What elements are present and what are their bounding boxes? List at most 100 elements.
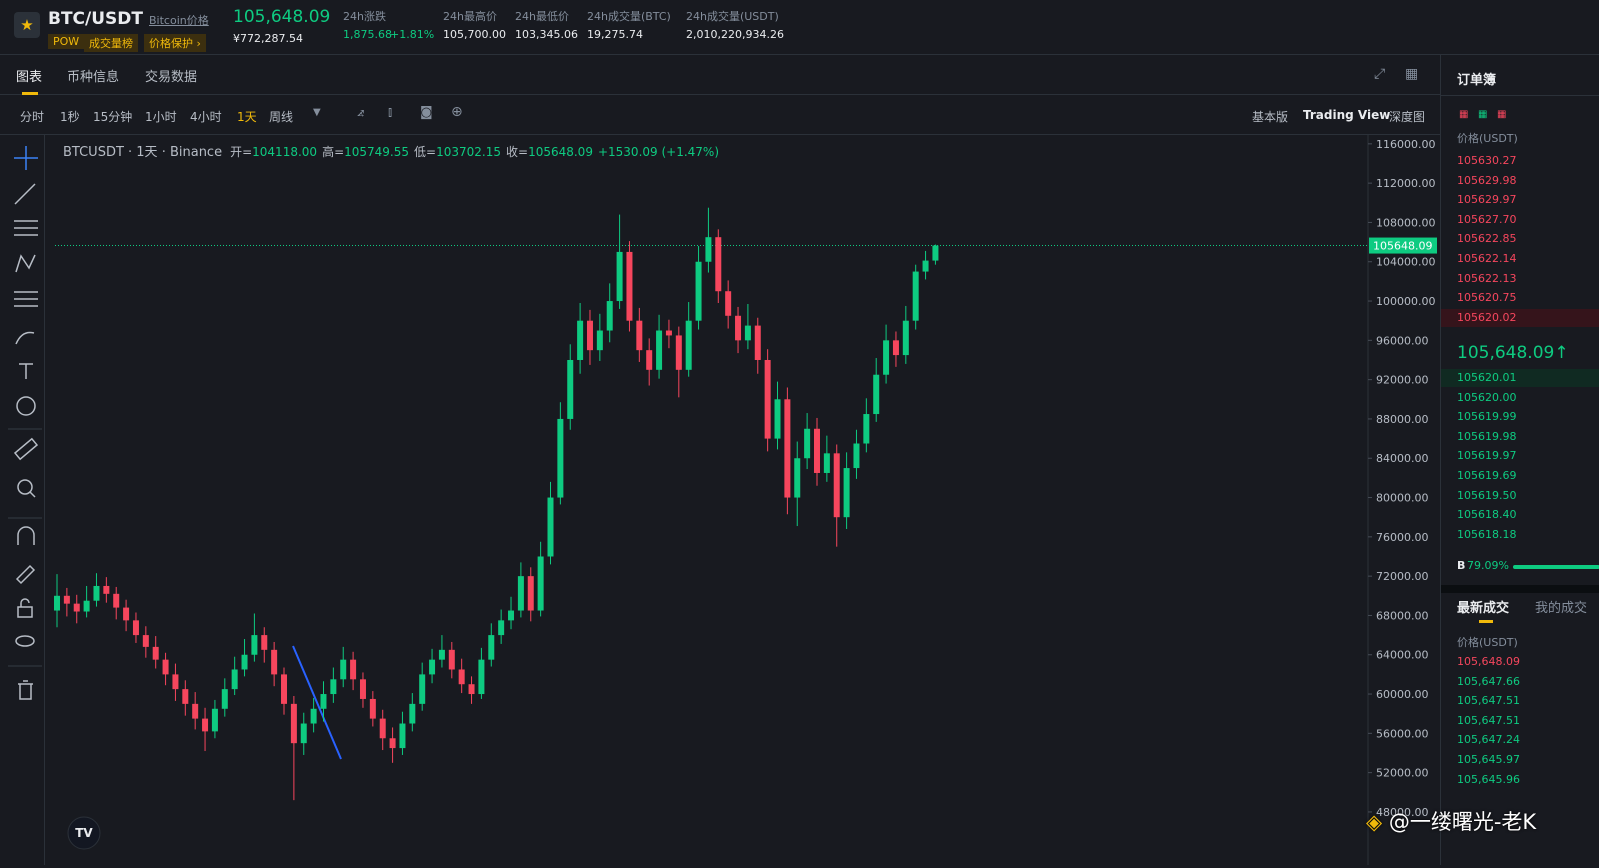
candle-body	[54, 595, 60, 611]
candle-body	[419, 674, 426, 704]
interval[interactable]: 1秒	[60, 110, 80, 124]
tab[interactable]: 图表	[16, 70, 43, 85]
y-tick-label: 88000.00	[1376, 413, 1429, 426]
edit-tool[interactable]	[15, 564, 36, 585]
interval[interactable]: 1小时	[145, 110, 177, 124]
trade-price: 105,647.51	[1457, 713, 1520, 727]
candle-body	[715, 237, 722, 292]
fib-tool[interactable]	[14, 291, 38, 307]
name-link[interactable]: Bitcoin价格	[149, 14, 209, 27]
visibility-tool[interactable]	[15, 635, 35, 647]
candle-body	[586, 320, 593, 351]
trendline-tool[interactable]	[14, 183, 36, 205]
candle-icon[interactable]: ⫾	[388, 105, 393, 120]
trade-price: 105,645.97	[1457, 753, 1520, 766]
ask-price: 105620.02	[1457, 310, 1517, 324]
candle-body	[853, 443, 860, 469]
candle-body	[823, 453, 830, 473]
add-icon[interactable]: ⊕	[451, 104, 463, 120]
favorite-star[interactable]: ★	[14, 12, 40, 38]
bid-price: 105619.98	[1457, 429, 1517, 443]
stat-label: 24h成交量(BTC)	[587, 10, 671, 23]
candle-body	[261, 635, 268, 650]
candle-body	[527, 576, 534, 611]
divider	[1441, 95, 1599, 96]
bid-price: 105619.97	[1457, 449, 1517, 463]
view-mode[interactable]: 基本版	[1252, 110, 1289, 124]
emoji-tool[interactable]	[16, 396, 36, 416]
tradingview-logo[interactable]	[67, 816, 101, 850]
view-mode[interactable]: 深度图	[1389, 110, 1426, 124]
last-price: 105,648.09	[233, 7, 331, 27]
stat-label: 24h最高价	[443, 10, 497, 23]
candle-body	[735, 315, 742, 341]
interval[interactable]: 15分钟	[93, 110, 133, 124]
indicator-icon[interactable]: ⦨	[357, 105, 365, 120]
chart: TV 116000.00 112000.00 108000.00 104000.00 1…	[54, 135, 1437, 865]
interval[interactable]: 1天	[237, 110, 257, 124]
trade-price: 105,647.66	[1457, 674, 1520, 688]
expand-icon[interactable]: ⤢	[1374, 66, 1386, 82]
tab[interactable]: 最新成交	[1457, 601, 1510, 616]
view-mode[interactable]: Trading View	[1303, 108, 1391, 122]
candle-body	[211, 708, 218, 732]
tab[interactable]: 交易数据	[145, 70, 198, 85]
tag[interactable]: 成交量榜	[84, 34, 138, 52]
candle-body	[409, 703, 416, 724]
candle-body	[744, 325, 751, 341]
tab[interactable]: 币种信息	[67, 70, 120, 85]
layout-icon[interactable]: ▦	[1405, 66, 1419, 82]
candle-body	[695, 261, 702, 321]
text-tool[interactable]	[19, 363, 33, 379]
y-tick-label: 72000.00	[1376, 570, 1429, 583]
candle-body	[458, 669, 465, 685]
delete-tool[interactable]	[18, 680, 33, 700]
candle-body	[725, 291, 732, 316]
pattern-tool[interactable]	[15, 254, 36, 273]
candle-body	[596, 330, 603, 351]
y-tick-label: 84000.00	[1376, 452, 1429, 465]
brush-tool[interactable]	[15, 331, 35, 345]
candle-body	[557, 418, 564, 498]
ruler-tool[interactable]	[13, 437, 39, 461]
zoom-tool[interactable]	[17, 479, 36, 498]
column-header: 价格(USDT)	[1457, 132, 1518, 145]
y-tick-label: 64000.00	[1376, 649, 1429, 662]
legend-field-value: 104118.00	[252, 145, 317, 159]
tag[interactable]: POW	[48, 34, 85, 49]
candle-body	[685, 320, 692, 370]
y-tick-label: 52000.00	[1376, 767, 1429, 780]
magnet-tool[interactable]	[17, 526, 35, 545]
candle-body	[784, 399, 791, 498]
legend-field-label: 收=	[506, 145, 528, 159]
trade-price: 105,645.96	[1457, 772, 1520, 786]
lock-tool[interactable]	[17, 598, 33, 618]
tag[interactable]: 价格保护 ›	[144, 34, 206, 52]
lines-tool[interactable]	[14, 220, 38, 236]
dropdown-icon[interactable]: ▼	[313, 107, 321, 118]
interval[interactable]: 4小时	[190, 110, 222, 124]
candle-body	[488, 635, 495, 660]
book-mode-icons[interactable]: ▦ ▦ ▦	[1459, 109, 1507, 120]
order-book-panel: 订单簿 ▦ ▦ ▦ 价格(USDT) 105630.27 105629.98 105…	[1440, 55, 1599, 865]
ask-price: 105629.97	[1457, 193, 1517, 207]
candle-body	[606, 301, 613, 331]
tab[interactable]: 我的成交	[1535, 601, 1588, 616]
candle-body	[369, 698, 376, 719]
drawn-trendline	[292, 645, 342, 760]
candle-body	[883, 340, 890, 375]
y-tick-label: 112000.00	[1376, 177, 1436, 190]
interval[interactable]: 周线	[269, 110, 294, 124]
candle-body	[873, 374, 880, 415]
last-price-label: 105648.09	[1373, 240, 1433, 253]
candle-body	[103, 585, 110, 594]
candle-body	[152, 646, 159, 660]
trade-price: 105,647.51	[1457, 694, 1520, 708]
crosshair-tool[interactable]	[14, 146, 38, 170]
interval[interactable]: 分时	[20, 110, 45, 124]
candle-body	[656, 330, 663, 370]
candle-body	[547, 497, 554, 557]
y-tick-label: 104000.00	[1376, 256, 1436, 269]
bid-price: 105620.01	[1457, 371, 1517, 384]
camera-icon[interactable]: ◙	[420, 105, 433, 120]
